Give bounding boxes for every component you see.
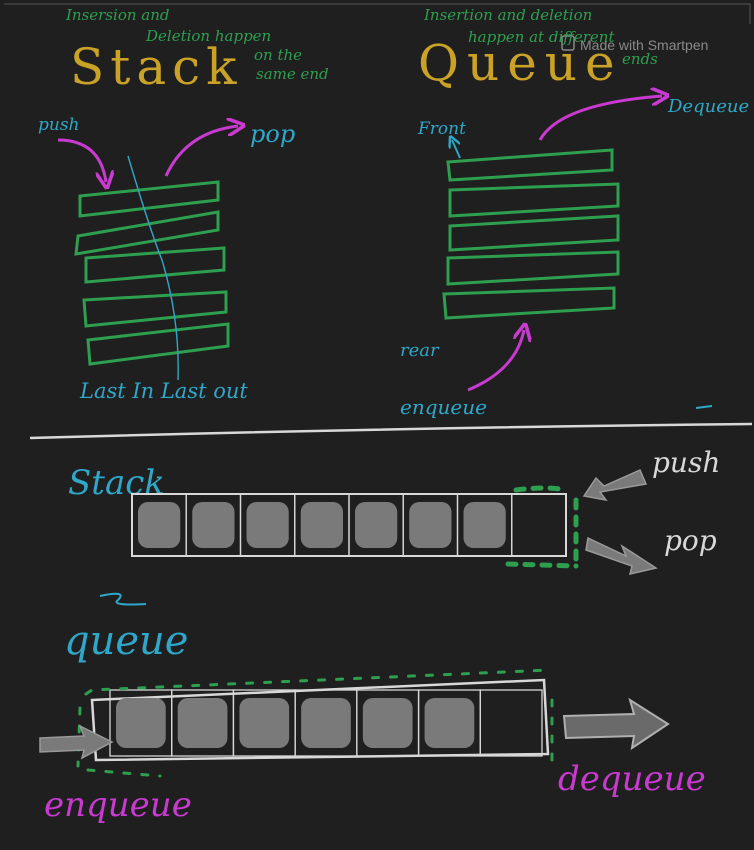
stack-array-filled-element — [138, 502, 181, 548]
queue-dequeue-arrow — [538, 96, 662, 141]
watermark-text: Made with Smartpen — [580, 37, 708, 53]
stack-note-line4: same end — [256, 65, 329, 83]
queue-note-line3: ends — [622, 50, 658, 68]
queue-plates — [442, 148, 620, 320]
stack-note-line2: Deletion happen — [145, 27, 271, 45]
queue-squiggle — [99, 592, 147, 606]
stack-push-arrow-bottom — [582, 469, 648, 502]
queue-array-filled-element — [301, 698, 351, 748]
queue-array-cell — [479, 689, 543, 757]
queue-array-filled-element — [177, 698, 228, 748]
stack-pop-arrow — [164, 126, 238, 177]
queue-green-dash-top — [84, 668, 552, 696]
queue-note: Insertion and deletion happen at differe… — [423, 6, 658, 68]
queue-enqueue-label: enqueue — [400, 395, 487, 419]
queue-array-filled-element — [116, 698, 166, 748]
queue-plate — [446, 148, 614, 182]
stack-open-end — [505, 485, 579, 569]
bottom-queue-dequeue-label: dequeue — [558, 759, 706, 799]
stack-plate — [74, 210, 220, 256]
stack-title: Stack — [70, 38, 242, 96]
frame-border — [4, 3, 751, 24]
stack-array-cell — [511, 493, 567, 557]
stack-array-filled-element — [246, 502, 289, 548]
queue-enqueue-arrow — [467, 330, 524, 392]
queue-array-filled-element — [424, 698, 475, 748]
stack-pop-label: pop — [250, 120, 295, 148]
stack-pop-arrow-bottom — [585, 536, 658, 576]
stack-caption: Last In Last out — [79, 379, 248, 403]
queue-plate — [448, 214, 620, 252]
queue-rear-label: rear — [400, 340, 440, 361]
queue-front-arrow — [452, 140, 461, 159]
stack-plate — [86, 322, 230, 366]
stack-push-label: push — [38, 115, 80, 135]
queue-plate — [448, 182, 620, 218]
stack-divider-line — [127, 155, 179, 381]
queue-array — [90, 678, 550, 762]
stack-plate — [84, 246, 226, 284]
queue-array-filled-element — [362, 698, 413, 748]
queue-plate — [446, 250, 620, 286]
stack-note: Insersion and Deletion happen on the sam… — [65, 6, 329, 83]
blue-dash-mark — [695, 405, 713, 409]
queue-dequeue-arrow-bottom — [562, 697, 670, 751]
bottom-stack-push-label: push — [652, 446, 720, 479]
stack-array-filled-element — [463, 502, 506, 548]
queue-plate — [442, 286, 616, 320]
queue-enqueue-arrow-bottom — [39, 724, 114, 760]
watermark: Made with Smartpen — [561, 35, 708, 53]
queue-note-line1: Insertion and deletion — [423, 6, 592, 24]
bottom-stack-pop-label: pop — [664, 524, 717, 557]
stack-array-filled-element — [192, 502, 235, 548]
stack-array-filled-element — [409, 502, 452, 548]
stack-array-filled-element — [300, 502, 343, 548]
smartpen-icon — [561, 35, 575, 51]
stack-plates — [74, 180, 230, 366]
stack-note-line1: Insersion and — [65, 6, 170, 24]
queue-dequeue-label: Dequeue — [667, 96, 749, 117]
section-divider — [29, 422, 753, 440]
bottom-stack-title: Stack — [68, 463, 165, 503]
stack-array — [131, 493, 567, 557]
stack-note-line3: on the — [254, 46, 302, 64]
queue-front-label: Front — [417, 119, 466, 139]
stack-plate — [78, 180, 220, 218]
bottom-queue-title: queue — [64, 618, 188, 664]
bottom-queue-enqueue-label: enqueue — [44, 785, 192, 825]
queue-title: Queue — [418, 34, 623, 92]
stack-plate — [82, 290, 228, 328]
queue-array-filled-element — [239, 698, 290, 748]
queue-green-dash-bottom — [76, 698, 554, 778]
stack-push-arrow — [57, 138, 106, 182]
queue-note-line2: happen at different — [468, 28, 615, 46]
stack-array-filled-element — [355, 502, 398, 548]
